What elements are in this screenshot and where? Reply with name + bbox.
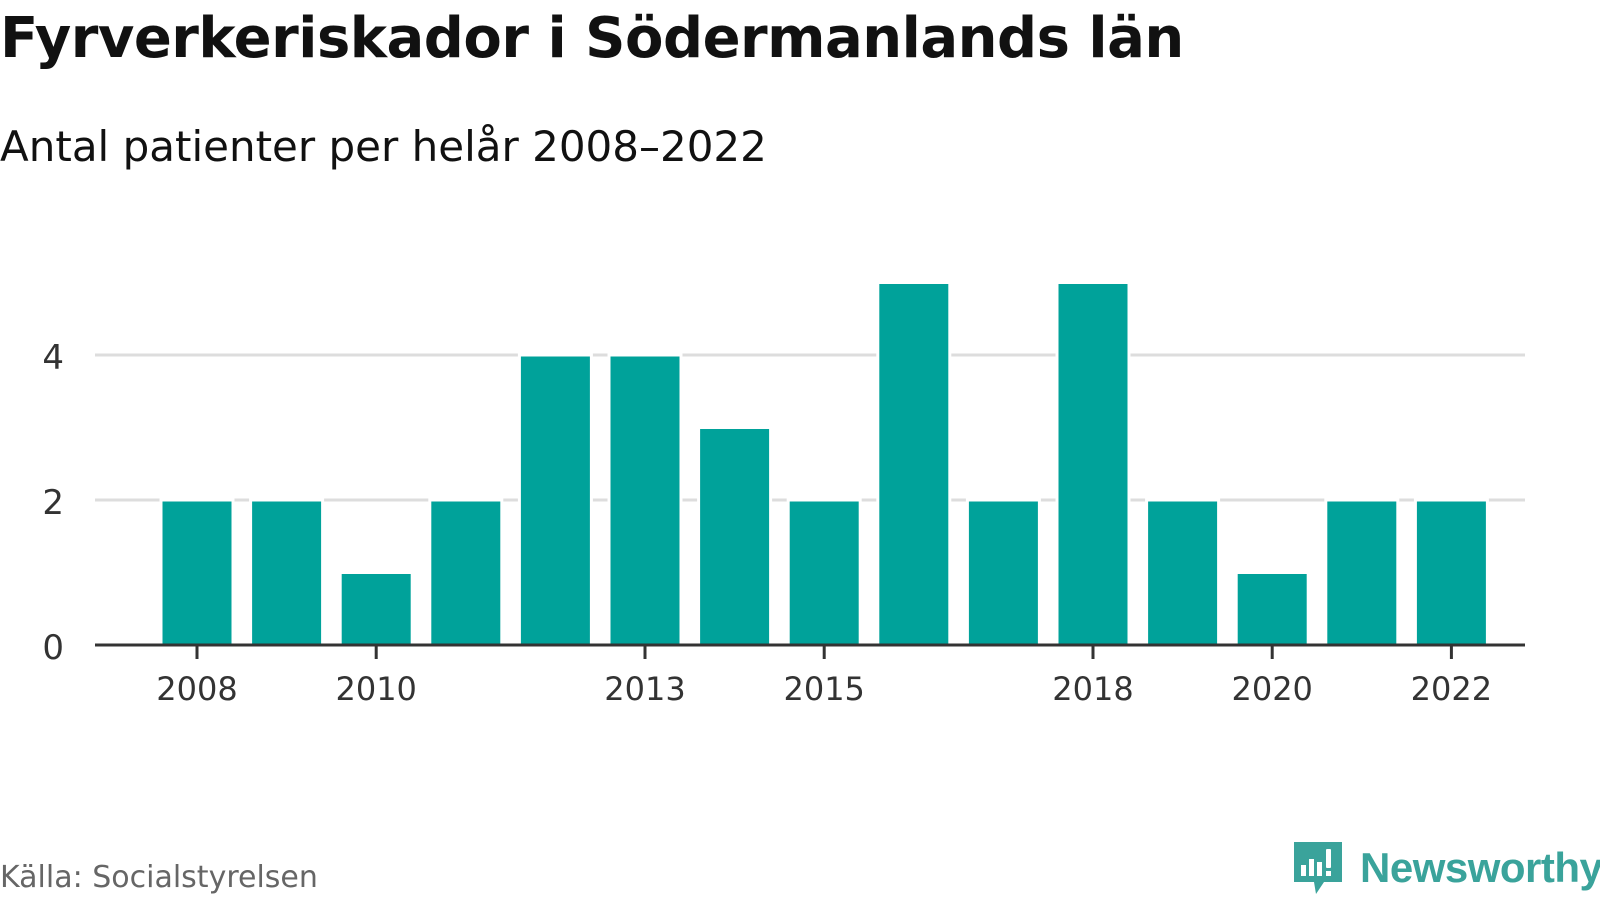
bar-2010 bbox=[338, 571, 414, 647]
bar-2008 bbox=[159, 498, 235, 647]
bar-2018 bbox=[1055, 281, 1131, 647]
y-tick-label: 2 bbox=[42, 483, 64, 523]
x-tick-label: 2008 bbox=[156, 670, 237, 708]
bar-2017 bbox=[965, 498, 1041, 647]
x-tick-label: 2010 bbox=[335, 670, 416, 708]
source-note: Källa: Socialstyrelsen bbox=[0, 860, 318, 895]
x-tick-label: 2022 bbox=[1411, 670, 1492, 708]
bar-2015 bbox=[786, 498, 862, 647]
chart-title: Fyrverkeriskador i Södermanlands län bbox=[0, 6, 1184, 71]
bar-2011 bbox=[428, 498, 504, 647]
bar-2013 bbox=[607, 353, 683, 647]
gridlines bbox=[95, 353, 1525, 502]
bars bbox=[159, 281, 1489, 647]
bar-2021 bbox=[1324, 498, 1400, 647]
bar-2019 bbox=[1145, 498, 1221, 647]
bar-2009 bbox=[249, 498, 325, 647]
chart-subtitle: Antal patienter per helår 2008–2022 bbox=[0, 122, 767, 171]
x-tick-label: 2018 bbox=[1052, 670, 1133, 708]
x-tick-label: 2020 bbox=[1231, 670, 1312, 708]
bar-2016 bbox=[876, 281, 952, 647]
x-tick-label: 2013 bbox=[604, 670, 685, 708]
newsworthy-logo-icon bbox=[1294, 842, 1342, 894]
brand-name: Newsworthy bbox=[1360, 844, 1600, 891]
bar-2012 bbox=[517, 353, 593, 647]
y-axis-ticks: 0 2 4 bbox=[42, 338, 64, 668]
y-tick-label: 4 bbox=[42, 338, 64, 378]
y-tick-label: 0 bbox=[42, 628, 64, 668]
bar-2020 bbox=[1234, 571, 1310, 647]
bar-2014 bbox=[697, 426, 773, 647]
bar-2022 bbox=[1413, 498, 1489, 647]
x-tick-label: 2015 bbox=[783, 670, 864, 708]
x-axis-ticks: 2008 2010 2013 2015 2018 2020 2022 bbox=[156, 645, 1492, 708]
brand-logo: Newsworthy bbox=[1290, 838, 1600, 898]
